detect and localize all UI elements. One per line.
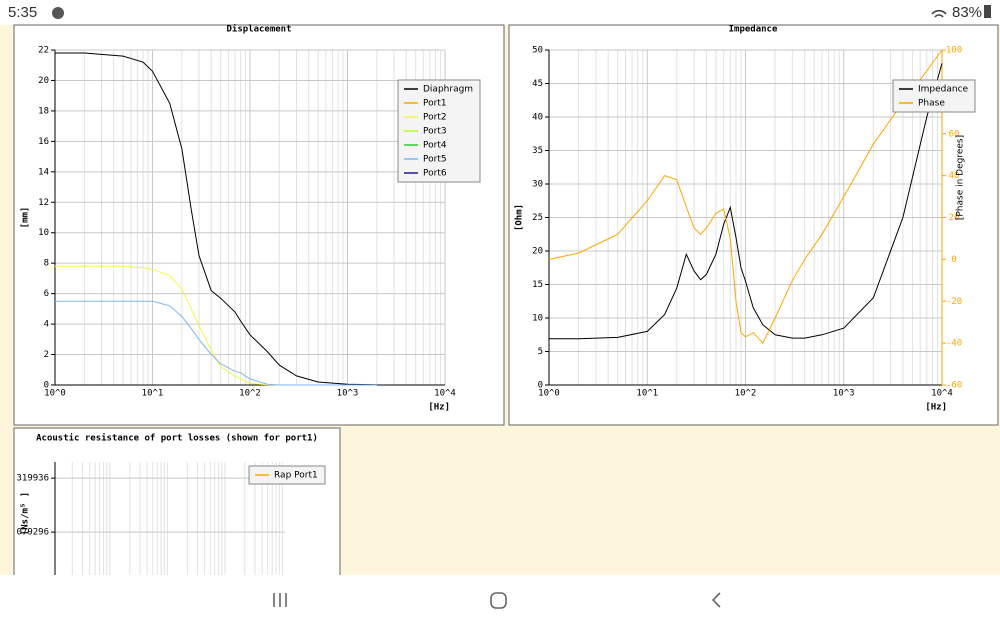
x-axis-label: [Hz]	[428, 403, 450, 413]
legend-box	[892, 79, 976, 113]
y-tick-label: 5	[538, 347, 543, 357]
legend-label: Port5	[423, 155, 447, 165]
legend-box	[248, 465, 326, 485]
y2-tick-label: -20	[946, 297, 962, 307]
y-axis-label: [Ns/m⁵ ]	[21, 492, 31, 535]
y-tick-label: 50	[532, 46, 543, 56]
series-line	[548, 49, 943, 344]
status-time: 5:35	[8, 4, 37, 21]
y-axis-label: [Ohm]	[515, 204, 525, 231]
series-line	[55, 52, 377, 386]
y-tick-label: 30	[532, 180, 543, 190]
legend-label: Diaphragm	[423, 85, 473, 95]
y-tick-label: 2	[44, 350, 49, 360]
x-tick-label: 10^0	[538, 389, 560, 399]
legend-label: Rap Port1	[274, 471, 318, 481]
x-tick-label: 10^4	[931, 389, 953, 399]
nav-bar	[0, 575, 1000, 625]
y-tick-label: 0	[538, 381, 543, 391]
y-tick-label: 40	[532, 113, 543, 123]
y-tick-label: 0	[44, 381, 49, 391]
legend-label: Port3	[423, 127, 447, 137]
status-battery: 83%	[952, 4, 982, 21]
y-tick-label: 10	[532, 314, 543, 324]
wifi-icon	[931, 9, 947, 18]
y2-tick-label: -40	[946, 339, 962, 349]
y-tick-label: 14	[38, 167, 49, 177]
y-tick-label: 20	[532, 247, 543, 257]
series-line	[549, 63, 943, 340]
x-tick-label: 10^4	[434, 389, 456, 399]
x-tick-label: 10^2	[239, 389, 261, 399]
chart-title: Displacement	[226, 24, 291, 35]
y2-tick-label: 0	[951, 255, 956, 265]
recents-button[interactable]	[273, 593, 287, 607]
y-tick-label: 079296	[16, 528, 49, 538]
y-tick-label: 45	[532, 79, 543, 89]
y-tick-label: 35	[532, 146, 543, 156]
y-tick-label: 16	[38, 137, 49, 147]
series-line	[55, 300, 377, 386]
y-tick-label: 25	[532, 213, 543, 223]
y-tick-label: 10	[38, 228, 49, 238]
y2-axis-label: [Phase in Degrees]	[956, 135, 966, 220]
legend-label: Port6	[423, 169, 447, 179]
battery-icon	[984, 5, 991, 18]
y-tick-label: 319936	[16, 474, 49, 484]
y-tick-label: 22	[38, 46, 49, 56]
x-tick-label: 10^1	[636, 389, 658, 399]
status-icon	[52, 7, 64, 19]
y2-tick-label: 60	[949, 129, 960, 139]
x-tick-label: 10^0	[44, 389, 66, 399]
y2-tick-label: 20	[949, 213, 960, 223]
y2-tick-label: 100	[946, 46, 962, 56]
y-tick-label: 8	[44, 259, 49, 269]
y2-tick-label: -60	[946, 381, 962, 391]
status-bar	[0, 0, 1000, 25]
legend-label: Phase	[918, 99, 945, 109]
back-button[interactable]	[711, 592, 721, 608]
x-tick-label: 10^2	[735, 389, 757, 399]
y-tick-label: 15	[532, 280, 543, 290]
panel	[13, 427, 341, 589]
legend-label: Impedance	[918, 85, 969, 95]
legend-label: Port1	[423, 99, 447, 109]
x-axis-label: [Hz]	[925, 403, 947, 413]
x-tick-label: 10^3	[337, 389, 359, 399]
y-tick-label: 18	[38, 106, 49, 116]
y-tick-label: 4	[44, 320, 49, 330]
chart-title: Acoustic resistance of port losses (show…	[36, 433, 318, 444]
y2-tick-label: 40	[949, 171, 960, 181]
legend-label: Port2	[423, 113, 447, 123]
chart-title: Impedance	[729, 25, 778, 35]
legend-label: Port4	[423, 141, 447, 151]
x-tick-label: 10^3	[833, 389, 855, 399]
x-tick-label: 10^1	[142, 389, 164, 399]
home-button[interactable]	[490, 592, 507, 609]
y-axis-label: [mm]	[21, 207, 31, 229]
y-tick-label: 20	[38, 76, 49, 86]
y-tick-label: 12	[38, 198, 49, 208]
y-tick-label: 6	[44, 289, 49, 299]
